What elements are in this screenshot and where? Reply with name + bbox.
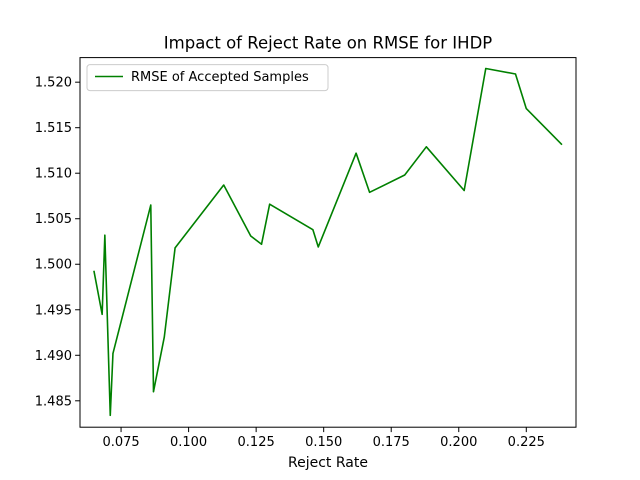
axes-frame — [79, 57, 577, 428]
data-point — [369, 191, 371, 193]
data-point — [463, 189, 465, 192]
data-point — [163, 336, 165, 338]
y-tick-label: 1.500 — [35, 258, 72, 273]
legend-series-label: RMSE of Accepted Samples — [131, 70, 309, 85]
legend-box — [86, 64, 329, 92]
x-tick-label: 0.100 — [170, 435, 207, 450]
x-tick-label: 0.175 — [373, 435, 410, 450]
data-point — [101, 313, 103, 315]
data-point — [355, 152, 357, 154]
data-point — [260, 243, 263, 245]
x-tick-label: 0.150 — [305, 435, 342, 450]
data-point — [269, 203, 271, 205]
y-tick-label: 1.495 — [35, 303, 72, 318]
data-point — [525, 107, 527, 110]
data-point — [312, 229, 314, 231]
data-point — [425, 146, 427, 148]
x-tick-label: 0.225 — [508, 435, 545, 450]
data-point — [514, 73, 517, 75]
chart-title: Impact of Reject Rate on RMSE for IHDP — [164, 34, 492, 53]
y-tick-label: 1.520 — [35, 76, 72, 91]
data-point — [404, 174, 406, 176]
data-point — [109, 414, 111, 416]
y-tick-label: 1.510 — [35, 167, 72, 182]
x-axis-title: Reject Rate — [288, 455, 368, 471]
data-point — [112, 352, 114, 355]
axis-ticks: 0.075 0.100 0.125 0.150 0.175 0.200 0.225 1.485… — [35, 76, 545, 451]
data-point — [150, 204, 152, 206]
data-point — [93, 270, 95, 273]
data-point — [560, 143, 563, 145]
y-tick-label: 1.515 — [35, 121, 72, 136]
x-tick-label: 0.075 — [102, 435, 139, 450]
data-point — [317, 246, 319, 248]
data-point — [174, 247, 176, 249]
x-tick-label: 0.125 — [238, 435, 275, 450]
y-tick-label: 1.505 — [35, 212, 72, 227]
x-tick-label: 0.200 — [440, 435, 477, 450]
data-point — [485, 67, 487, 70]
series-line-0 — [93, 67, 563, 417]
plot-area — [93, 67, 563, 417]
data-point — [152, 391, 155, 393]
data-point — [223, 184, 225, 186]
data-point — [104, 234, 106, 236]
data-point — [250, 235, 252, 237]
y-tick-label: 1.490 — [35, 349, 72, 364]
legend: RMSE of Accepted Samples — [86, 64, 329, 92]
y-tick-label: 1.485 — [35, 394, 72, 409]
